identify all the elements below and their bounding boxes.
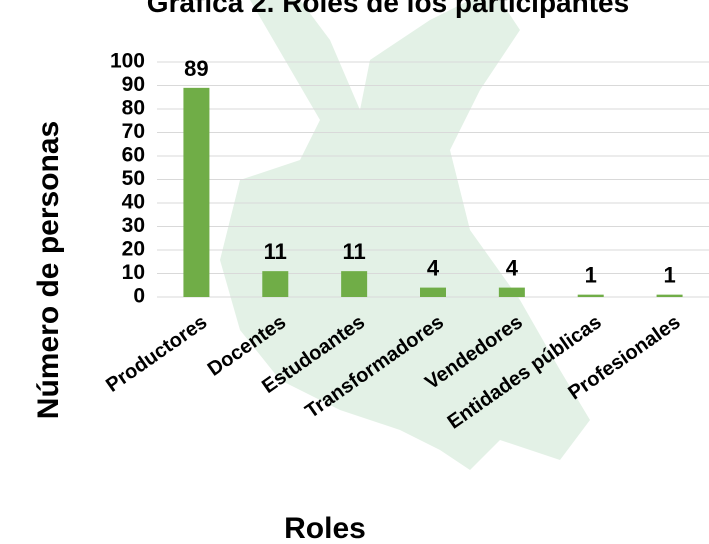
chart-title: Gráfica 2. Roles de los participantes bbox=[147, 0, 629, 18]
bar bbox=[578, 295, 604, 297]
x-axis-title: Roles bbox=[284, 512, 366, 544]
data-label: 11 bbox=[264, 239, 287, 264]
bar bbox=[262, 271, 288, 297]
data-label: 89 bbox=[184, 56, 208, 81]
y-tick-label: 70 bbox=[122, 120, 145, 143]
x-tick-label: Productores bbox=[102, 311, 211, 397]
watermark bbox=[220, 0, 590, 470]
y-tick-label: 80 bbox=[122, 97, 145, 120]
y-tick-label: 20 bbox=[122, 238, 145, 261]
data-label: 1 bbox=[663, 263, 675, 288]
data-label: 11 bbox=[343, 239, 366, 264]
bar bbox=[183, 88, 209, 297]
bar bbox=[657, 295, 683, 297]
bar bbox=[420, 288, 446, 297]
y-axis-title: Número de personas bbox=[32, 121, 65, 419]
y-tick-label: 30 bbox=[122, 214, 145, 237]
y-tick-label: 10 bbox=[122, 261, 145, 284]
bar bbox=[341, 271, 367, 297]
bar bbox=[499, 288, 525, 297]
y-tick-label: 50 bbox=[122, 167, 145, 190]
chart: Gráfica 2. Roles de los participantes Nú… bbox=[0, 0, 709, 544]
data-label: 1 bbox=[585, 263, 597, 288]
y-tick-label: 100 bbox=[110, 50, 145, 73]
y-tick-label: 90 bbox=[122, 73, 145, 96]
y-tick-label: 40 bbox=[122, 191, 145, 214]
y-tick-label: 0 bbox=[133, 285, 145, 308]
page: {"chart_data": {"type": "bar", "title": … bbox=[0, 0, 709, 544]
data-label: 4 bbox=[506, 256, 519, 281]
y-tick-label: 60 bbox=[122, 144, 145, 167]
data-label: 4 bbox=[427, 256, 440, 281]
